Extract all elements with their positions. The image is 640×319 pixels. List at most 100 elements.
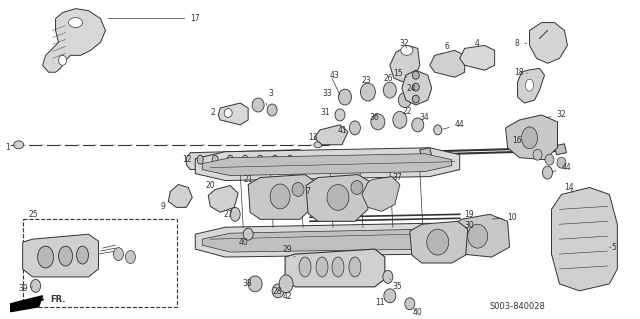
Ellipse shape bbox=[339, 89, 351, 105]
Ellipse shape bbox=[197, 155, 204, 164]
Text: 39: 39 bbox=[19, 284, 33, 293]
Polygon shape bbox=[202, 229, 452, 252]
Text: 7: 7 bbox=[305, 187, 310, 196]
Text: 29: 29 bbox=[282, 245, 295, 257]
Ellipse shape bbox=[248, 276, 262, 292]
Text: 44: 44 bbox=[442, 120, 465, 130]
Text: 43: 43 bbox=[330, 71, 340, 80]
Text: 20: 20 bbox=[205, 181, 215, 190]
Text: 3: 3 bbox=[266, 89, 273, 105]
Polygon shape bbox=[554, 144, 566, 155]
Ellipse shape bbox=[279, 275, 293, 293]
Text: 41: 41 bbox=[338, 126, 348, 135]
Ellipse shape bbox=[383, 82, 396, 98]
Text: 40: 40 bbox=[238, 238, 248, 247]
Ellipse shape bbox=[412, 95, 419, 103]
Polygon shape bbox=[208, 186, 238, 212]
Text: 22: 22 bbox=[403, 108, 412, 116]
Ellipse shape bbox=[267, 104, 277, 116]
Polygon shape bbox=[195, 148, 460, 181]
Polygon shape bbox=[362, 176, 400, 211]
Polygon shape bbox=[552, 188, 618, 291]
Text: 4: 4 bbox=[475, 39, 479, 48]
Ellipse shape bbox=[257, 155, 263, 164]
Polygon shape bbox=[390, 45, 420, 82]
Polygon shape bbox=[195, 223, 460, 257]
Text: 16: 16 bbox=[513, 136, 522, 145]
Polygon shape bbox=[186, 150, 304, 170]
Ellipse shape bbox=[314, 142, 322, 148]
Ellipse shape bbox=[525, 79, 534, 91]
Ellipse shape bbox=[272, 155, 278, 164]
Ellipse shape bbox=[384, 289, 396, 303]
Polygon shape bbox=[448, 214, 509, 257]
Ellipse shape bbox=[522, 127, 538, 149]
Polygon shape bbox=[11, 296, 43, 312]
Ellipse shape bbox=[412, 71, 419, 79]
Ellipse shape bbox=[434, 125, 442, 135]
Ellipse shape bbox=[383, 271, 393, 283]
Text: 15: 15 bbox=[393, 69, 407, 78]
Ellipse shape bbox=[59, 55, 67, 65]
Ellipse shape bbox=[272, 284, 284, 298]
Text: 40: 40 bbox=[413, 308, 422, 317]
Ellipse shape bbox=[351, 181, 363, 195]
Ellipse shape bbox=[224, 108, 232, 117]
Text: 10: 10 bbox=[492, 213, 517, 222]
Polygon shape bbox=[518, 68, 545, 103]
Ellipse shape bbox=[125, 251, 136, 263]
Ellipse shape bbox=[252, 98, 264, 112]
Text: 25: 25 bbox=[29, 210, 38, 219]
Polygon shape bbox=[402, 70, 432, 105]
Ellipse shape bbox=[316, 257, 328, 277]
Text: 12: 12 bbox=[182, 155, 192, 164]
Ellipse shape bbox=[371, 114, 385, 130]
Ellipse shape bbox=[270, 184, 290, 209]
Text: 5: 5 bbox=[609, 243, 616, 252]
Text: 33: 33 bbox=[322, 89, 332, 98]
Ellipse shape bbox=[335, 109, 345, 121]
Ellipse shape bbox=[230, 207, 240, 221]
Ellipse shape bbox=[427, 229, 449, 255]
Ellipse shape bbox=[412, 118, 424, 132]
Polygon shape bbox=[285, 249, 385, 287]
Text: 28: 28 bbox=[272, 287, 282, 296]
Text: 1: 1 bbox=[6, 143, 16, 152]
Polygon shape bbox=[22, 234, 99, 277]
Ellipse shape bbox=[31, 279, 40, 292]
Text: 27: 27 bbox=[223, 210, 233, 219]
Ellipse shape bbox=[401, 45, 413, 55]
Text: 11: 11 bbox=[375, 298, 385, 307]
Text: 2: 2 bbox=[210, 108, 215, 117]
Polygon shape bbox=[420, 148, 432, 159]
Text: 23: 23 bbox=[362, 76, 372, 85]
Text: 13: 13 bbox=[308, 133, 317, 142]
Text: 18: 18 bbox=[515, 68, 527, 77]
Text: 14: 14 bbox=[564, 183, 574, 192]
Ellipse shape bbox=[349, 257, 361, 277]
Ellipse shape bbox=[113, 248, 124, 261]
Ellipse shape bbox=[349, 121, 360, 135]
Text: 35: 35 bbox=[390, 279, 403, 291]
Text: 37: 37 bbox=[393, 173, 403, 182]
Text: 8: 8 bbox=[515, 39, 527, 48]
Ellipse shape bbox=[545, 154, 554, 165]
Ellipse shape bbox=[412, 83, 419, 91]
Ellipse shape bbox=[59, 246, 72, 266]
Text: 30: 30 bbox=[465, 221, 474, 230]
Text: 32: 32 bbox=[400, 39, 410, 48]
Polygon shape bbox=[430, 50, 465, 77]
Text: 24: 24 bbox=[407, 84, 417, 93]
Ellipse shape bbox=[393, 111, 407, 128]
Polygon shape bbox=[248, 174, 315, 219]
Text: FR.: FR. bbox=[51, 295, 66, 304]
Text: 17: 17 bbox=[108, 14, 200, 23]
Ellipse shape bbox=[77, 246, 88, 264]
Ellipse shape bbox=[327, 184, 349, 210]
Text: 19: 19 bbox=[465, 210, 474, 219]
Text: 44: 44 bbox=[552, 163, 572, 172]
Ellipse shape bbox=[227, 155, 233, 164]
Text: 34: 34 bbox=[420, 114, 429, 122]
Polygon shape bbox=[314, 125, 348, 145]
Text: 38: 38 bbox=[242, 279, 252, 288]
